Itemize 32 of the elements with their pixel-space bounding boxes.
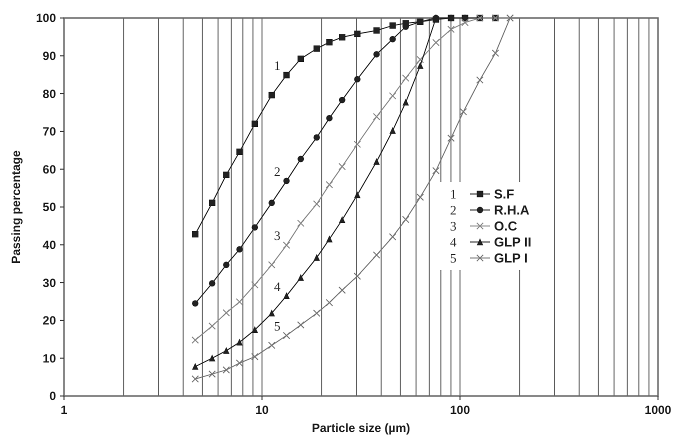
y-tick-label: 60: [42, 162, 56, 176]
y-axis-title: Passing percentage: [9, 150, 23, 264]
legend-label: GLP II: [494, 234, 532, 250]
y-tick-label: 90: [42, 49, 56, 63]
y-tick-label: 80: [42, 86, 56, 101]
x-tick-label: 1: [60, 403, 68, 417]
y-tick-label: 40: [42, 238, 56, 252]
legend-label: GLP I: [494, 250, 528, 266]
y-tick-label: 20: [42, 314, 56, 328]
annotation: 5: [274, 318, 281, 334]
y-tick-label: 70: [42, 124, 56, 139]
text: 3: [450, 218, 456, 234]
y-tick-label: 100: [36, 11, 56, 26]
legend-label: O.C: [494, 218, 518, 234]
annotation: 4: [274, 278, 282, 294]
legend-label: S.F: [494, 186, 514, 202]
y-tick-label: 0: [49, 389, 56, 404]
x-tick-label: 10: [255, 403, 269, 417]
text: 1: [450, 186, 456, 202]
y-tick-label: 10: [42, 351, 56, 366]
annotation: 2: [274, 164, 281, 179]
x-tick-label: 1000: [644, 403, 672, 417]
x-tick-label: 100: [450, 403, 470, 417]
annotation: 3: [274, 228, 281, 244]
text: 2: [450, 202, 456, 218]
text: 5: [450, 250, 456, 266]
y-tick-label: 30: [42, 276, 56, 290]
annotation: 1: [274, 58, 281, 74]
legend-label: R.H.A: [494, 202, 530, 218]
text: 4: [450, 234, 456, 250]
x-axis-title: Particle size (µm): [312, 421, 410, 435]
y-tick-label: 50: [42, 200, 56, 214]
